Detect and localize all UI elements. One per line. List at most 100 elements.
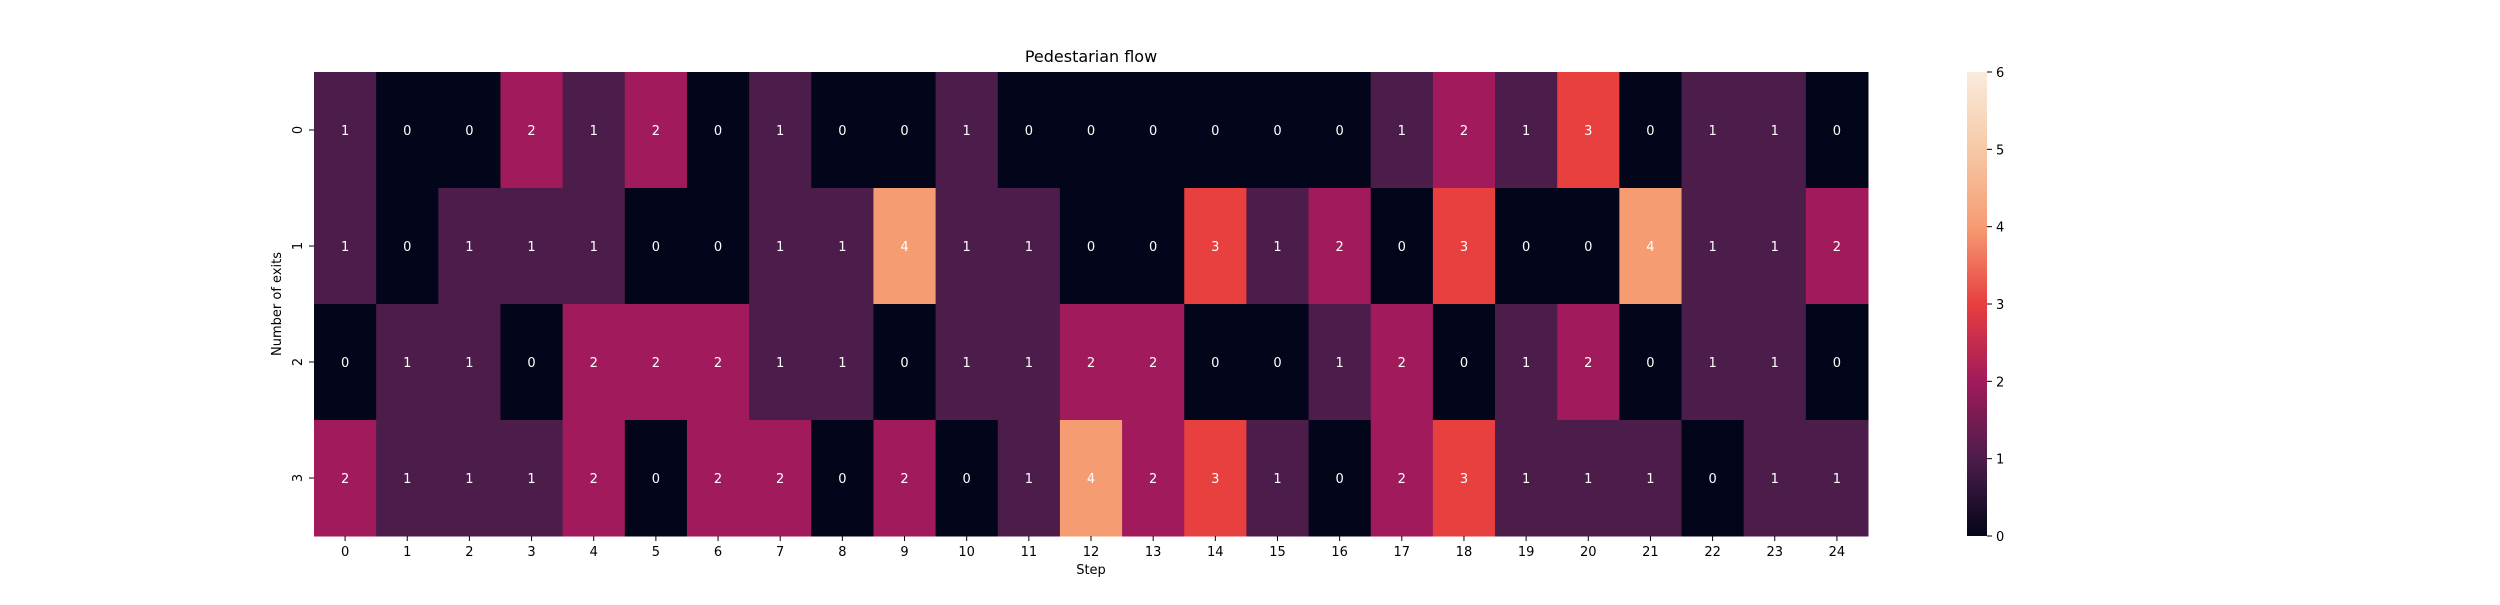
heatmap-cells bbox=[314, 72, 1869, 537]
colorbar-tick-label: 2 bbox=[1996, 375, 2004, 390]
x-tick-label: 20 bbox=[1580, 545, 1597, 560]
heatmap-cell bbox=[1743, 304, 1807, 421]
heatmap-cell bbox=[686, 72, 750, 189]
cell-value-label: 2 bbox=[1460, 124, 1468, 139]
x-axis-label: Step bbox=[1076, 563, 1106, 578]
x-tick-label: 8 bbox=[838, 545, 846, 560]
heatmap-cell bbox=[1432, 188, 1496, 305]
x-tick-label: 9 bbox=[900, 545, 908, 560]
x-tick-label: 21 bbox=[1642, 545, 1659, 560]
heatmap-cell bbox=[1805, 188, 1869, 305]
heatmap-cell bbox=[1122, 304, 1185, 421]
heatmap-cell bbox=[1681, 304, 1745, 421]
cell-value-label: 1 bbox=[465, 472, 473, 487]
heatmap-cell bbox=[1557, 304, 1620, 421]
cell-value-label: 1 bbox=[1273, 240, 1281, 255]
cell-value-label: 1 bbox=[403, 356, 411, 371]
cell-value-label: 2 bbox=[652, 356, 660, 371]
heatmap-cell bbox=[1495, 188, 1558, 305]
cell-value-label: 1 bbox=[341, 124, 349, 139]
heatmap-cell bbox=[935, 304, 999, 421]
heatmap-cell bbox=[935, 420, 999, 537]
cell-value-label: 4 bbox=[1087, 472, 1095, 487]
cell-value-label: 2 bbox=[1398, 472, 1406, 487]
cell-value-label: 0 bbox=[1211, 356, 1219, 371]
heatmap-cell bbox=[562, 420, 626, 537]
y-axis-label: Number of exits bbox=[270, 252, 285, 356]
x-tick-label: 7 bbox=[776, 545, 784, 560]
heatmap-cell bbox=[1743, 188, 1807, 305]
x-tick-label: 22 bbox=[1704, 545, 1721, 560]
cell-value-label: 0 bbox=[1522, 240, 1530, 255]
heatmap-cell bbox=[1122, 188, 1185, 305]
cell-value-label: 0 bbox=[1087, 124, 1095, 139]
cell-value-label: 0 bbox=[1335, 124, 1343, 139]
cell-value-label: 2 bbox=[1087, 356, 1095, 371]
heatmap-cell bbox=[438, 420, 501, 537]
heatmap-cell bbox=[1495, 72, 1558, 189]
heatmap-cell bbox=[811, 420, 874, 537]
x-tick-label: 17 bbox=[1394, 545, 1411, 560]
heatmap-cell bbox=[1619, 188, 1683, 305]
x-tick-label: 4 bbox=[590, 545, 598, 560]
heatmap-cell bbox=[1370, 304, 1434, 421]
cell-value-label: 2 bbox=[1335, 240, 1343, 255]
heatmap-cell bbox=[376, 420, 439, 537]
colorbar-tick-label: 4 bbox=[1996, 221, 2004, 236]
heatmap-cell bbox=[1805, 420, 1869, 537]
heatmap-cell bbox=[997, 420, 1061, 537]
cell-value-label: 2 bbox=[1398, 356, 1406, 371]
heatmap-cell bbox=[500, 304, 564, 421]
cell-value-label: 1 bbox=[963, 356, 971, 371]
x-tick-label: 23 bbox=[1766, 545, 1783, 560]
cell-value-label: 0 bbox=[403, 240, 411, 255]
heatmap-cell bbox=[1122, 72, 1185, 189]
x-tick-label: 15 bbox=[1269, 545, 1286, 560]
heatmap-cell bbox=[873, 72, 937, 189]
cell-value-label: 0 bbox=[1273, 356, 1281, 371]
colorbar-tick-label: 6 bbox=[1996, 66, 2004, 81]
x-tick-label: 1 bbox=[403, 545, 411, 560]
heatmap-cell bbox=[1308, 72, 1372, 189]
heatmap-cell bbox=[1432, 72, 1496, 189]
heatmap-cell bbox=[686, 188, 750, 305]
heatmap-cell bbox=[624, 304, 688, 421]
cell-value-label: 0 bbox=[465, 124, 473, 139]
cell-value-label: 1 bbox=[1646, 472, 1654, 487]
cell-value-label: 0 bbox=[652, 472, 660, 487]
colorbar-tick-label: 5 bbox=[1996, 143, 2004, 158]
cell-value-label: 1 bbox=[1708, 240, 1716, 255]
cell-value-label: 2 bbox=[341, 472, 349, 487]
cell-value-label: 2 bbox=[714, 472, 722, 487]
heatmap-cell bbox=[1557, 72, 1620, 189]
cell-value-label: 1 bbox=[1833, 472, 1841, 487]
cell-value-label: 2 bbox=[714, 356, 722, 371]
x-tick-label: 0 bbox=[341, 545, 349, 560]
cell-value-label: 1 bbox=[1771, 472, 1779, 487]
chart-title: Pedestarian flow bbox=[1025, 47, 1157, 66]
cell-value-label: 3 bbox=[1211, 472, 1219, 487]
heatmap-cell bbox=[686, 304, 750, 421]
cell-value-label: 0 bbox=[403, 124, 411, 139]
heatmap-cell bbox=[1432, 304, 1496, 421]
cell-value-label: 0 bbox=[900, 124, 908, 139]
heatmap-cell bbox=[1308, 304, 1372, 421]
colorbar: 0 1 2 3 4 5 6 bbox=[1967, 66, 2004, 545]
heatmap-cell bbox=[1557, 188, 1620, 305]
heatmap-cell bbox=[873, 188, 937, 305]
cell-value-label: 0 bbox=[1708, 472, 1716, 487]
heatmap-cell bbox=[935, 72, 999, 189]
heatmap-cell bbox=[624, 72, 688, 189]
cell-value-label: 1 bbox=[1522, 124, 1530, 139]
heatmap-cell bbox=[1184, 188, 1247, 305]
heatmap-cell bbox=[1308, 188, 1372, 305]
heatmap-cell bbox=[1743, 72, 1807, 189]
heatmap-cell bbox=[749, 304, 812, 421]
heatmap-cell bbox=[624, 420, 688, 537]
cell-value-label: 1 bbox=[963, 240, 971, 255]
heatmap-cell bbox=[1184, 420, 1247, 537]
cell-value-label: 3 bbox=[1211, 240, 1219, 255]
heatmap-cell bbox=[811, 72, 874, 189]
cell-value-label: 3 bbox=[1460, 472, 1468, 487]
